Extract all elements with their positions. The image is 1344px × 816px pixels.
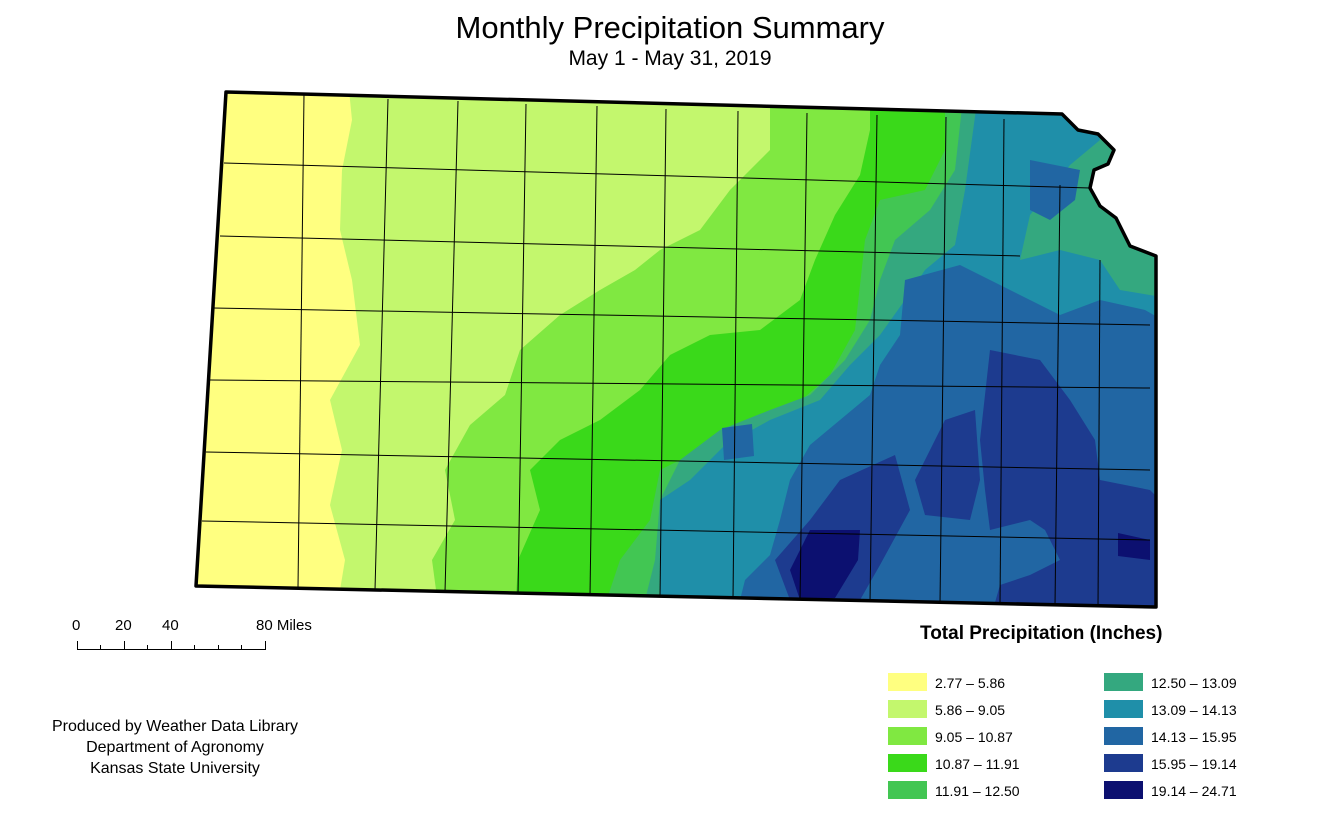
scale-label-40: 40: [162, 617, 179, 634]
legend-label: 10.87 – 11.91: [935, 756, 1020, 772]
scale-tick: [171, 641, 172, 650]
legend-swatch: [1104, 673, 1143, 691]
legend-swatch: [888, 754, 927, 772]
scale-label-0: 0: [72, 617, 81, 634]
legend-swatch: [1104, 754, 1143, 772]
legend-swatch: [888, 673, 927, 691]
legend-title: Total Precipitation (Inches): [920, 623, 1163, 644]
legend-label: 12.50 – 13.09: [1151, 675, 1237, 691]
legend-item: 19.14 – 24.71: [1104, 781, 1274, 801]
legend-item: 13.09 – 14.13: [1104, 700, 1274, 720]
map-title: Monthly Precipitation Summary: [455, 10, 885, 45]
legend-label: 13.09 – 14.13: [1151, 702, 1237, 718]
credit-line: Produced by Weather Data Library: [51, 718, 299, 735]
scale-tick: [194, 645, 195, 650]
legend-swatch: [888, 700, 927, 718]
legend-swatch: [888, 781, 927, 799]
legend-label: 15.95 – 19.14: [1151, 756, 1237, 772]
scale-tick: [265, 641, 266, 650]
legend-item: 14.13 – 15.95: [1104, 727, 1274, 747]
scale-tick: [77, 641, 78, 650]
scale-tick: [100, 645, 101, 650]
zone-15.95-19.14: [775, 350, 1156, 607]
legend-swatch: [888, 727, 927, 745]
legend-swatch: [1104, 727, 1143, 745]
legend-item: 11.91 – 12.50: [888, 781, 1058, 801]
scale-tick: [124, 641, 125, 650]
scale-bar: 0 20 40 80 Miles: [70, 615, 350, 660]
legend-item: 12.50 – 13.09: [1104, 673, 1274, 693]
credit-line: Kansas State University: [90, 760, 260, 777]
legend-item: 15.95 – 19.14: [1104, 754, 1274, 774]
legend-label: 19.14 – 24.71: [1151, 783, 1237, 799]
legend-label: 9.05 – 10.87: [935, 729, 1013, 745]
precipitation-zones: [196, 92, 1156, 607]
credits: Produced by Weather Data Library Departm…: [30, 716, 320, 779]
scale-label-20: 20: [115, 617, 132, 634]
legend-label: 2.77 – 5.86: [935, 675, 1006, 691]
legend: 2.77 – 5.86 5.86 – 9.05 9.05 – 10.87 10.…: [888, 673, 1237, 808]
legend-label: 11.91 – 12.50: [935, 783, 1020, 799]
map-subtitle: May 1 - May 31, 2019: [568, 47, 772, 70]
legend-item: 10.87 – 11.91: [888, 754, 1058, 774]
legend-swatch: [1104, 781, 1143, 799]
legend-label: 14.13 – 15.95: [1151, 729, 1237, 745]
legend-swatch: [1104, 700, 1143, 718]
zone-19.14-24.71: [790, 530, 1150, 600]
scale-tick: [147, 645, 148, 650]
legend-item: 5.86 – 9.05: [888, 700, 1058, 720]
scale-tick: [218, 645, 219, 650]
scale-tick: [241, 645, 242, 650]
legend-item: 2.77 – 5.86: [888, 673, 1058, 693]
county-boundaries: [201, 93, 1151, 607]
kansas-state-border: [194, 90, 1158, 609]
scale-label-80-miles: 80 Miles: [256, 617, 312, 634]
credit-line: Department of Agronomy: [86, 739, 264, 756]
legend-item: 9.05 – 10.87: [888, 727, 1058, 747]
legend-label: 5.86 – 9.05: [935, 702, 1006, 718]
